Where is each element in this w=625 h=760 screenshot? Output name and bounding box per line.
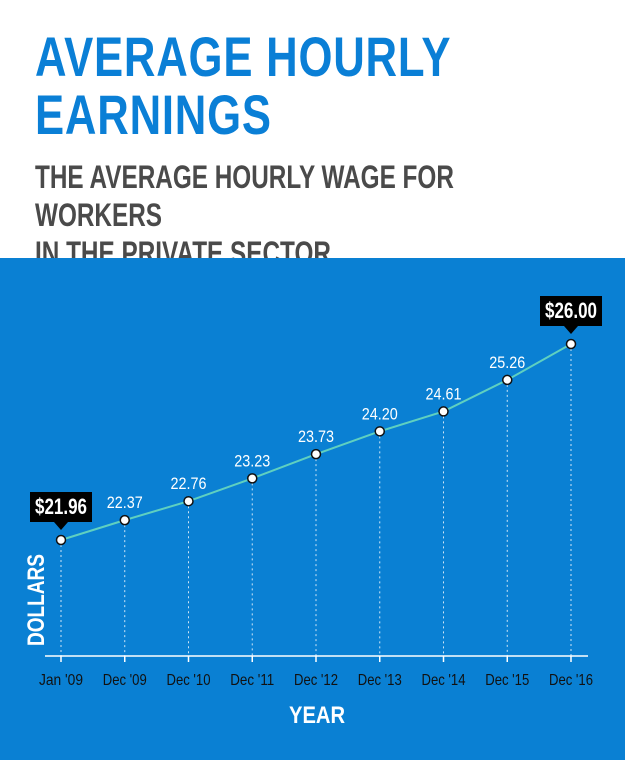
page-subtitle: THE AVERAGE HOURLY WAGE FOR WORKERS IN T… — [35, 158, 521, 272]
data-label: 23.73 — [298, 427, 334, 446]
subtitle-line-1: THE AVERAGE HOURLY WAGE FOR WORKERS — [35, 159, 454, 233]
x-tick-label: Dec '12 — [294, 672, 338, 689]
data-point — [183, 495, 194, 507]
data-point — [502, 374, 513, 386]
x-axis-title: YEAR — [289, 702, 345, 729]
y-axis-title: DOLLARS — [23, 554, 50, 646]
data-label: 25.26 — [489, 353, 525, 372]
data-label: 23.23 — [234, 451, 270, 470]
data-point — [438, 406, 449, 417]
x-tick-label: Dec '14 — [422, 672, 466, 689]
chart-panel: 22.37 22.76 23.23 23.73 24.20 24.61 25.26 $21.9… — [0, 258, 625, 760]
callout-box — [540, 296, 602, 334]
x-tick-label: Dec '10 — [167, 672, 211, 689]
x-tick-label: Dec '11 — [230, 672, 274, 689]
data-point — [565, 338, 577, 350]
header: AVERAGE HOURLY EARNINGS THE AVERAGE HOUR… — [0, 0, 625, 271]
data-label: 22.37 — [107, 493, 143, 512]
x-tick-label: Dec '15 — [485, 672, 529, 689]
data-point — [119, 514, 130, 526]
callout-box — [30, 492, 92, 530]
x-tick-label: Dec '09 — [103, 672, 147, 689]
data-label: 22.76 — [171, 474, 207, 493]
data-label: 24.20 — [362, 404, 398, 423]
title-line-2: EARNINGS — [35, 83, 272, 146]
data-point — [247, 473, 258, 484]
line-chart: 22.37 22.76 23.23 23.73 24.20 24.61 25.26 $21.9… — [23, 296, 602, 729]
x-tick-label: Jan '09 — [39, 672, 83, 689]
data-point — [310, 448, 322, 460]
title-line-1: AVERAGE HOURLY — [35, 25, 452, 88]
callout-label: $21.96 — [35, 494, 87, 519]
data-point — [55, 534, 67, 546]
x-tick-label: Dec '13 — [358, 672, 402, 689]
page-title: AVERAGE HOURLY EARNINGS — [35, 28, 472, 144]
callout-label: $26.00 — [545, 298, 597, 323]
data-point — [374, 426, 385, 437]
x-tick-label: Dec '16 — [549, 672, 593, 689]
data-label: 24.61 — [426, 384, 462, 403]
